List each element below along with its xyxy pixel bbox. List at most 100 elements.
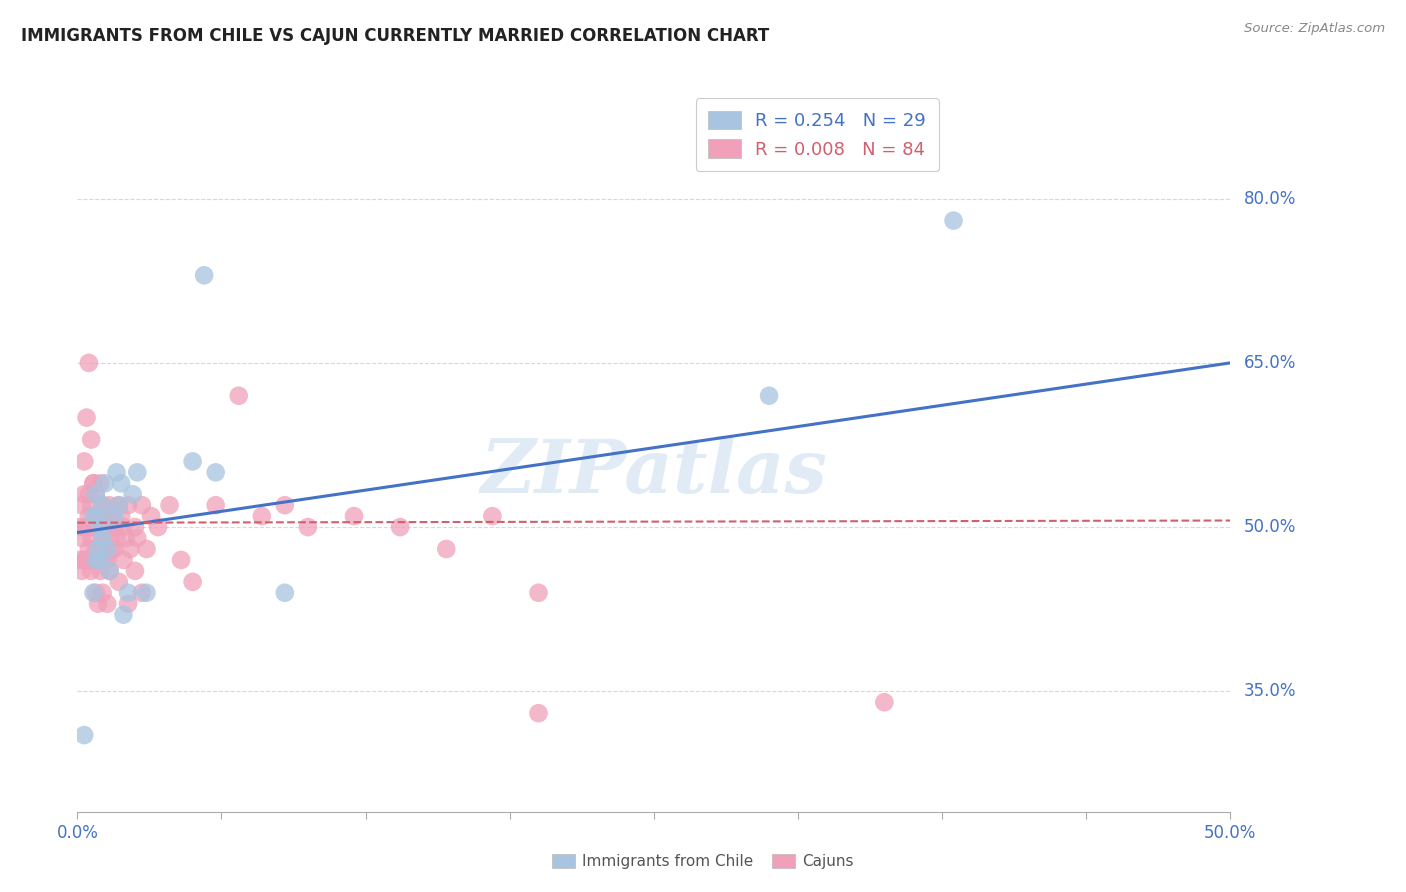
Point <box>98 564 121 578</box>
Point <box>82 476 104 491</box>
Point <box>77 509 100 524</box>
Point <box>80 531 103 545</box>
Point <box>80 433 103 447</box>
Point <box>873 695 896 709</box>
Point <box>73 487 96 501</box>
Point <box>204 466 226 480</box>
Point <box>84 541 107 556</box>
Point <box>87 597 110 611</box>
Point <box>84 509 107 524</box>
Point <box>80 498 103 512</box>
Point <box>117 597 139 611</box>
Point <box>112 520 135 534</box>
Point <box>96 597 118 611</box>
Point <box>274 498 297 512</box>
Point <box>84 553 107 567</box>
Point <box>101 509 124 524</box>
Point <box>117 498 139 512</box>
Point <box>131 498 153 512</box>
Point <box>84 487 107 501</box>
Point <box>91 498 114 512</box>
Text: IMMIGRANTS FROM CHILE VS CAJUN CURRENTLY MARRIED CORRELATION CHART: IMMIGRANTS FROM CHILE VS CAJUN CURRENTLY… <box>21 27 769 45</box>
Text: 35.0%: 35.0% <box>1244 682 1296 700</box>
Point <box>77 541 100 556</box>
Point <box>758 389 780 403</box>
Point <box>297 520 319 534</box>
Text: 50.0%: 50.0% <box>1244 518 1296 536</box>
Point <box>91 586 114 600</box>
Point <box>89 541 111 556</box>
Point <box>76 553 98 567</box>
Point <box>73 728 96 742</box>
Point <box>108 498 131 512</box>
Point <box>82 509 104 524</box>
Point <box>105 531 128 545</box>
Point <box>82 520 104 534</box>
Text: 80.0%: 80.0% <box>1244 190 1296 208</box>
Point <box>73 520 96 534</box>
Point <box>108 498 131 512</box>
Point <box>82 586 104 600</box>
Point <box>77 356 100 370</box>
Point <box>84 487 107 501</box>
Point <box>389 520 412 534</box>
Point <box>73 553 96 567</box>
Point <box>70 564 93 578</box>
Point <box>103 509 125 524</box>
Point <box>124 520 146 534</box>
Point <box>96 553 118 567</box>
Point <box>103 520 125 534</box>
Point <box>274 586 297 600</box>
Point <box>91 531 114 545</box>
Point <box>120 541 142 556</box>
Point <box>146 520 169 534</box>
Point <box>96 541 118 556</box>
Point <box>70 498 93 512</box>
Point <box>89 476 111 491</box>
Point <box>98 564 121 578</box>
Point <box>250 509 273 524</box>
Point <box>110 476 132 491</box>
Point <box>108 574 131 589</box>
Text: ZIPatlas: ZIPatlas <box>481 436 827 508</box>
Point <box>114 531 136 545</box>
Point <box>127 466 149 480</box>
Point <box>527 586 550 600</box>
Point <box>481 509 503 524</box>
Point <box>117 586 139 600</box>
Point <box>135 586 157 600</box>
Point <box>170 553 193 567</box>
Text: Source: ZipAtlas.com: Source: ZipAtlas.com <box>1244 22 1385 36</box>
Point <box>94 553 117 567</box>
Point <box>121 487 143 501</box>
Point <box>91 531 114 545</box>
Point <box>80 564 103 578</box>
Point <box>94 476 117 491</box>
Point <box>112 607 135 622</box>
Point <box>87 509 110 524</box>
Point <box>82 553 104 567</box>
Point <box>73 454 96 468</box>
Legend: R = 0.254   N = 29, R = 0.008   N = 84: R = 0.254 N = 29, R = 0.008 N = 84 <box>696 98 939 171</box>
Point <box>434 541 457 556</box>
Point <box>103 541 125 556</box>
Point <box>87 541 110 556</box>
Point <box>110 509 132 524</box>
Point <box>76 520 98 534</box>
Point <box>96 520 118 534</box>
Point <box>135 541 157 556</box>
Point <box>89 520 111 534</box>
Point <box>94 509 117 524</box>
Point <box>89 509 111 524</box>
Point <box>89 564 111 578</box>
Point <box>181 574 204 589</box>
Point <box>159 498 181 512</box>
Point <box>942 213 965 227</box>
Point <box>112 553 135 567</box>
Text: 65.0%: 65.0% <box>1244 354 1296 372</box>
Point <box>70 531 93 545</box>
Point <box>87 520 110 534</box>
Point <box>127 531 149 545</box>
Point <box>139 509 162 524</box>
Point <box>98 531 121 545</box>
